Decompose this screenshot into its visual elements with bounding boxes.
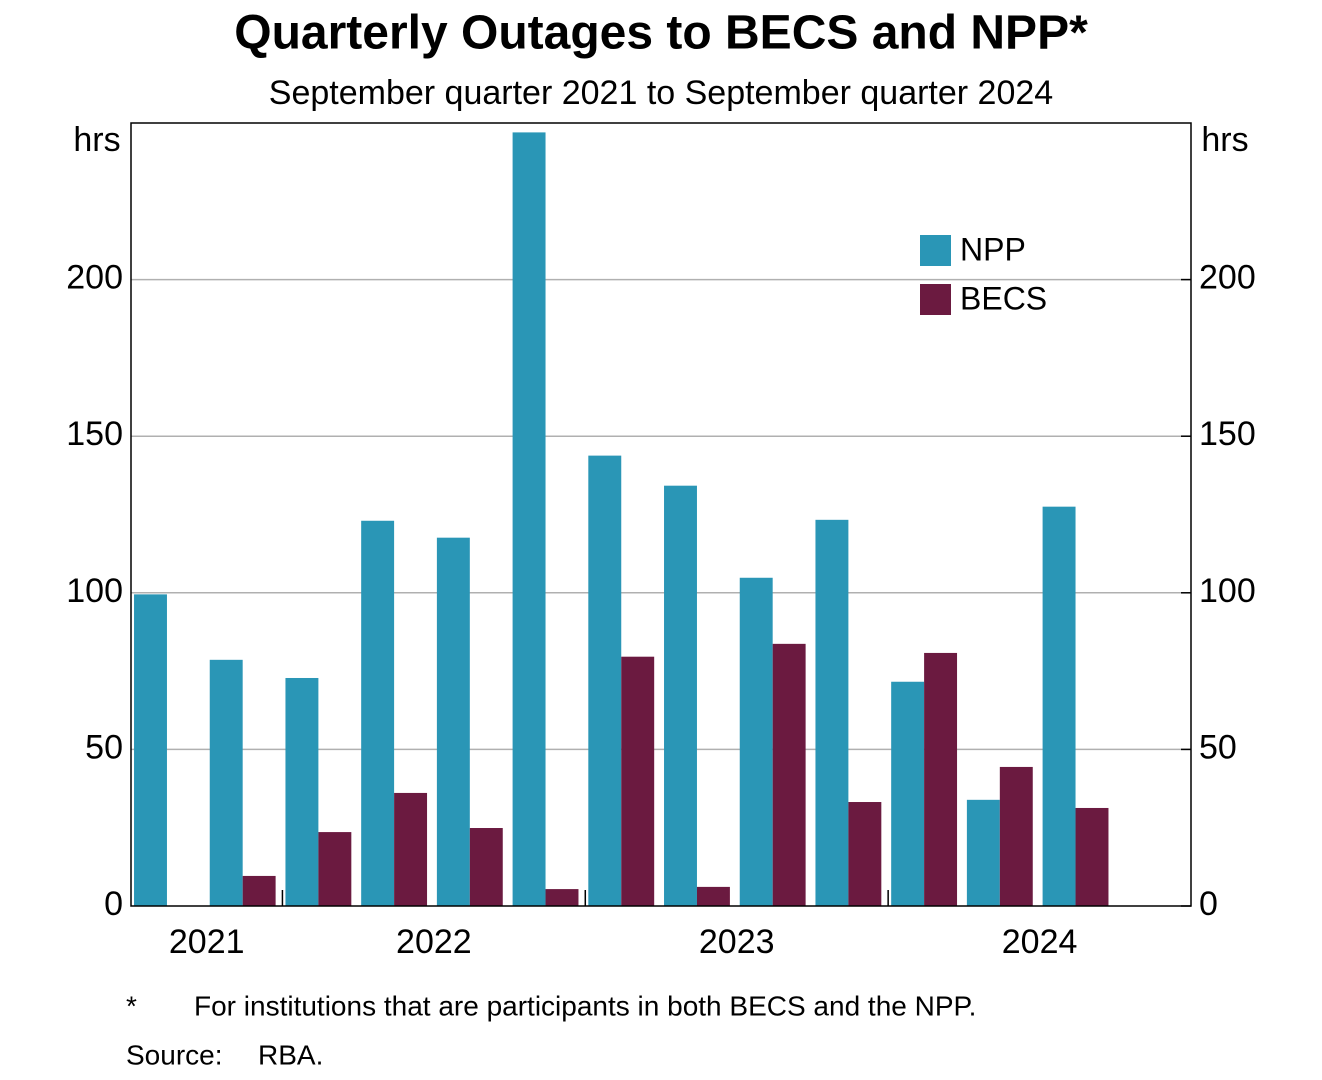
- bar: [621, 656, 655, 906]
- bar: [394, 792, 428, 906]
- bar: [966, 799, 1000, 906]
- bar: [285, 677, 319, 906]
- y2-tick-label: 100: [1199, 572, 1256, 610]
- footnote: For institutions that are participants i…: [194, 990, 976, 1021]
- bar: [436, 537, 470, 906]
- y2-unit: hrs: [1201, 121, 1248, 159]
- y-tick-label: 200: [66, 259, 123, 297]
- bar: [1075, 807, 1109, 906]
- bar: [664, 485, 697, 906]
- legend-label: NPP: [960, 231, 1026, 267]
- y2-tick-label: 50: [1199, 728, 1237, 766]
- bar: [545, 889, 579, 906]
- y2-tick-label: 0: [1199, 885, 1218, 923]
- bar: [815, 519, 849, 906]
- y-tick-label: 150: [66, 415, 123, 453]
- footnote-marker: *: [126, 990, 137, 1021]
- bar: [242, 875, 276, 906]
- y2-tick-label: 200: [1199, 259, 1256, 297]
- bar: [848, 802, 882, 906]
- source: RBA.: [258, 1039, 323, 1070]
- legend-label: BECS: [960, 280, 1047, 316]
- legend-swatch: [920, 284, 951, 315]
- y2-tick-label: 150: [1199, 415, 1256, 453]
- y-tick-label: 0: [104, 885, 123, 923]
- y-tick-label: 50: [85, 728, 123, 766]
- x-tick-label: 2021: [169, 923, 245, 961]
- y-tick-label: 100: [66, 572, 123, 610]
- bar: [318, 832, 352, 906]
- bar: [469, 828, 503, 906]
- chart-title: Quarterly Outages to BECS and NPP*: [234, 7, 1088, 60]
- bar: [209, 659, 243, 906]
- bar: [588, 455, 622, 906]
- bar: [512, 132, 546, 906]
- bar: [924, 652, 958, 906]
- y-unit: hrs: [73, 121, 120, 159]
- chart-subtitle: September quarter 2021 to September quar…: [269, 74, 1053, 112]
- plot-frame: [130, 122, 1192, 907]
- bar: [361, 520, 395, 906]
- bar: [999, 766, 1033, 906]
- bar: [134, 594, 167, 906]
- x-tick-label: 2022: [396, 923, 472, 961]
- x-tick-label: 2024: [1002, 923, 1078, 961]
- x-tick-label: 2023: [699, 923, 775, 961]
- bar: [696, 886, 730, 906]
- bar: [1042, 506, 1076, 906]
- source-label: Source:: [126, 1039, 223, 1070]
- legend-swatch: [920, 235, 951, 266]
- bar: [891, 681, 925, 906]
- bar: [772, 643, 806, 906]
- bar: [739, 577, 773, 906]
